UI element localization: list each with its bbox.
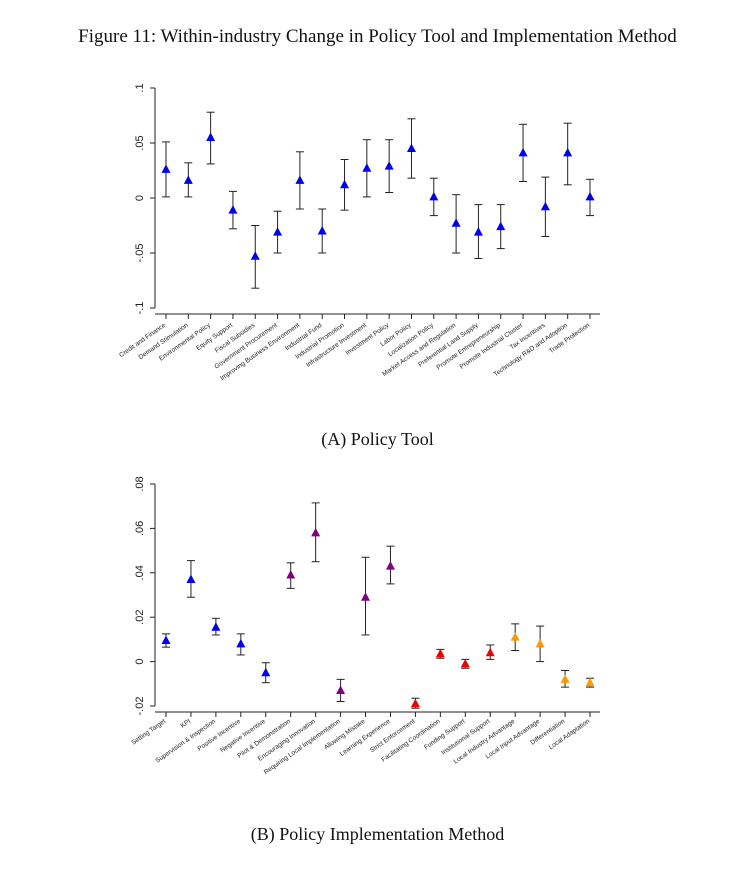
figure-title: Figure 11: Within-industry Change in Pol… <box>78 26 677 47</box>
y-tick-label: 0 <box>134 195 146 201</box>
point-marker <box>535 638 545 648</box>
y-tick-label: -.02 <box>134 697 146 716</box>
category-label: KPI <box>179 718 192 730</box>
point-marker <box>336 685 346 694</box>
point-marker <box>385 561 395 570</box>
point-marker <box>261 667 271 677</box>
point-marker <box>228 205 238 214</box>
y-tick-label: 0 <box>134 659 146 665</box>
point-marker <box>435 648 445 658</box>
y-tick-label: .06 <box>134 521 146 536</box>
point-marker <box>206 132 216 141</box>
point-marker <box>406 143 416 152</box>
point-marker <box>250 251 260 260</box>
category-label: Trade Protection <box>548 322 591 355</box>
point-marker <box>362 163 372 172</box>
point-marker <box>560 674 570 683</box>
point-marker <box>211 622 221 631</box>
y-tick-label: .1 <box>134 83 146 92</box>
point-marker <box>540 201 550 211</box>
y-tick-label: .04 <box>134 565 146 580</box>
y-tick-label: .08 <box>134 476 146 491</box>
point-marker <box>473 227 483 236</box>
point-marker <box>429 191 439 201</box>
point-marker <box>361 592 371 601</box>
point-marker <box>384 161 394 170</box>
point-marker <box>161 164 171 173</box>
point-marker <box>161 635 171 645</box>
point-marker <box>451 218 461 227</box>
point-marker <box>273 227 283 236</box>
point-marker <box>317 226 327 235</box>
point-marker <box>563 147 573 157</box>
y-tick-label: .05 <box>134 135 146 150</box>
point-marker <box>311 527 321 537</box>
panel-b-caption: (B) Policy Implementation Method <box>250 824 505 844</box>
point-marker <box>585 191 595 201</box>
point-marker <box>410 698 420 708</box>
y-tick-label: .02 <box>134 610 146 625</box>
point-marker <box>510 632 520 641</box>
point-marker <box>460 658 470 668</box>
panel-a-caption: (A) Policy Tool <box>321 429 434 449</box>
point-marker <box>186 574 196 583</box>
point-marker <box>286 570 296 579</box>
point-marker <box>518 147 528 157</box>
point-marker <box>485 647 495 657</box>
point-marker <box>585 677 595 687</box>
category-label: Setting Target <box>130 718 167 747</box>
point-marker <box>183 175 193 184</box>
y-tick-label: -.05 <box>134 244 146 263</box>
point-marker <box>496 221 506 231</box>
y-tick-label: -.1 <box>134 302 146 315</box>
point-marker <box>295 175 305 184</box>
point-marker <box>340 179 350 189</box>
point-marker <box>236 638 246 648</box>
